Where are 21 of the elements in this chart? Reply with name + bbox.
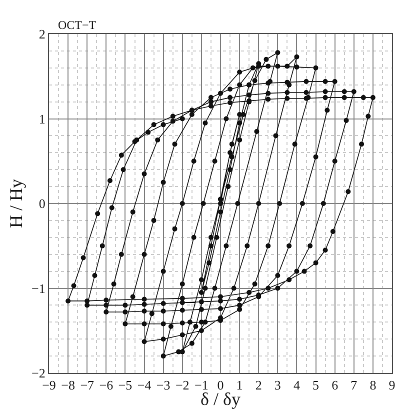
x-tick-label: −5 — [118, 378, 132, 393]
x-tick-label: 6 — [332, 378, 339, 393]
chart-title: OCT−T — [58, 18, 97, 32]
x-tick-label: 8 — [370, 378, 376, 393]
x-tick-label: −8 — [61, 378, 75, 393]
y-tick-label: 2 — [38, 26, 46, 42]
x-tick-label: 9 — [388, 378, 396, 393]
x-tick-label: 2 — [255, 378, 262, 393]
x-tick-label: −6 — [99, 378, 114, 393]
x-tick-label: 7 — [350, 378, 358, 393]
x-tick-label: −7 — [80, 378, 95, 393]
x-tick-label: −4 — [137, 378, 152, 393]
y-tick-label: −1 — [32, 280, 46, 296]
y-axis-title: H / Hy — [6, 179, 26, 228]
x-tick-label: 5 — [312, 378, 320, 393]
x-tick-label: −2 — [175, 378, 190, 393]
x-tick-label: −3 — [156, 378, 170, 393]
y-tick-label: 0 — [38, 196, 46, 212]
y-tick-label: 1 — [38, 111, 46, 126]
x-tick-label: 4 — [293, 378, 300, 393]
x-tick-label: 3 — [274, 378, 281, 393]
